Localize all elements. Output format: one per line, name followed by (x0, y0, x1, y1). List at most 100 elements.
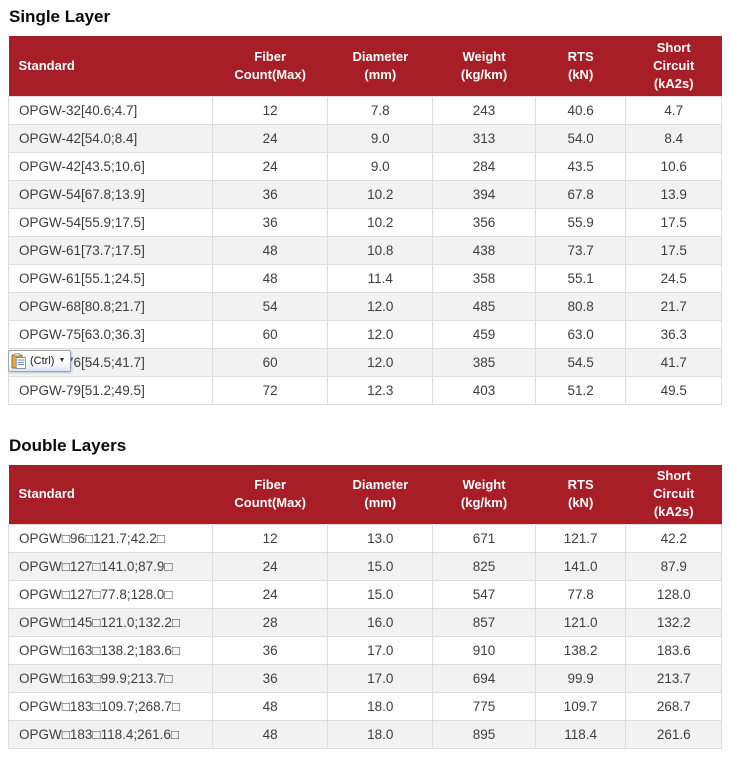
cell-fiber-count: 36 (211, 664, 329, 693)
cell-short-circuit: 41.7 (625, 347, 722, 377)
cell-diameter: 10.2 (327, 179, 434, 209)
table-row: OPGW□145□121.0;132.2□ 28 16.0 857 121.0 132.2 (8, 608, 722, 637)
cell-standard: OPGW-54[67.8;13.9] (8, 179, 213, 209)
cell-standard: OPGW-54[55.9;17.5] (8, 207, 213, 237)
cell-diameter: 12.0 (327, 319, 434, 349)
cell-weight: 385 (432, 347, 536, 377)
cell-short-circuit: 213.7 (625, 664, 722, 693)
cell-short-circuit: 268.7 (625, 692, 722, 721)
cell-rts: 63.0 (534, 319, 627, 349)
cell-weight: 438 (432, 235, 536, 265)
cell-diameter: 18.0 (327, 720, 434, 749)
single-layer-table-header: Standard Fiber Count(Max) Diameter (mm) Wei… (8, 36, 722, 96)
cell-rts: 77.8 (534, 580, 627, 609)
cell-diameter: 18.0 (327, 692, 434, 721)
cell-diameter: 16.0 (327, 608, 434, 637)
cell-diameter: 12.3 (327, 375, 434, 405)
cell-fiber-count: 28 (211, 608, 329, 637)
cell-rts: 55.9 (534, 207, 627, 237)
cell-short-circuit: 17.5 (625, 207, 722, 237)
table-row: OPGW□127□77.8;128.0□ 24 15.0 547 77.8 128.0 (8, 580, 722, 609)
paste-options-button[interactable]: (Ctrl) ▼ (8, 350, 72, 372)
cell-rts: 43.5 (534, 151, 627, 181)
cell-short-circuit: 4.7 (625, 95, 722, 125)
cell-standard: OPGW-79[51.2;49.5] (8, 375, 213, 405)
table-row: OPGW-76[54.5;41.7] 60 12.0 385 54.5 41.7 (8, 347, 722, 377)
column-header-short-circuit: Short Circuit (kA2s) (625, 464, 722, 525)
cell-weight: 547 (432, 580, 536, 609)
cell-fiber-count: 24 (211, 123, 329, 153)
cell-weight: 356 (432, 207, 536, 237)
cell-diameter: 9.0 (327, 151, 434, 181)
table-row: OPGW□183□118.4;261.6□ 48 18.0 895 118.4 261.6 (8, 720, 722, 749)
section-title-double-layers: Double Layers (9, 435, 127, 455)
cell-fiber-count: 48 (211, 235, 329, 265)
cell-diameter: 10.2 (327, 207, 434, 237)
cell-standard: OPGW-32[40.6;4.7] (8, 95, 213, 125)
column-header-rts: RTS (kN) (535, 464, 626, 525)
column-header-weight: Weight (kg/km) (432, 36, 536, 96)
cell-rts: 80.8 (534, 291, 627, 321)
single-layer-table-body: OPGW-32[40.6;4.7] 12 7.8 243 40.6 4.7 OPGW-42[… (8, 95, 722, 405)
cell-diameter: 17.0 (327, 636, 434, 665)
cell-short-circuit: 21.7 (625, 291, 722, 321)
cell-diameter: 12.0 (327, 347, 434, 377)
table-row: OPGW□163□138.2;183.6□ 36 17.0 910 138.2 183.6 (8, 636, 722, 665)
cell-short-circuit: 36.3 (625, 319, 722, 349)
cell-diameter: 15.0 (327, 552, 434, 581)
table-row: OPGW-68[80.8;21.7] 54 12.0 485 80.8 21.7 (8, 291, 722, 321)
cell-rts: 141.0 (534, 552, 627, 581)
cell-rts: 40.6 (534, 95, 627, 125)
cell-short-circuit: 10.6 (625, 151, 722, 181)
cell-weight: 459 (432, 319, 536, 349)
cell-standard: OPGW□96□121.7;42.2□ (8, 524, 213, 553)
table-row: OPGW-75[63.0;36.3] 60 12.0 459 63.0 36.3 (8, 319, 722, 349)
cell-standard: OPGW□183□109.7;268.7□ (8, 692, 213, 721)
cell-weight: 857 (432, 608, 536, 637)
table-row: OPGW-79[51.2;49.5] 72 12.3 403 51.2 49.5 (8, 375, 722, 405)
table-row: OPGW-42[54.0;8.4] 24 9.0 313 54.0 8.4 (8, 123, 722, 153)
cell-rts: 109.7 (534, 692, 627, 721)
cell-standard: OPGW□163□138.2;183.6□ (8, 636, 213, 665)
cell-weight: 694 (432, 664, 536, 693)
cell-standard: OPGW□127□77.8;128.0□ (8, 580, 213, 609)
column-header-diameter: Diameter (mm) (327, 36, 433, 96)
column-header-diameter: Diameter (mm) (327, 464, 433, 525)
cell-diameter: 10.8 (327, 235, 434, 265)
cell-short-circuit: 261.6 (625, 720, 722, 749)
table-row: OPGW□127□141.0;87.9□ 24 15.0 825 141.0 87.9 (8, 552, 722, 581)
cell-short-circuit: 42.2 (625, 524, 722, 553)
cell-rts: 54.0 (534, 123, 627, 153)
cell-fiber-count: 48 (211, 692, 329, 721)
cell-short-circuit: 183.6 (625, 636, 722, 665)
cell-fiber-count: 12 (211, 95, 329, 125)
double-layers-table: Standard Fiber Count(Max) Diameter (mm) Wei… (8, 464, 722, 749)
cell-weight: 485 (432, 291, 536, 321)
cell-diameter: 15.0 (327, 580, 434, 609)
cell-fiber-count: 36 (211, 179, 329, 209)
cell-weight: 403 (432, 375, 536, 405)
cell-standard: OPGW-61[73.7;17.5] (8, 235, 213, 265)
cell-fiber-count: 54 (211, 291, 329, 321)
cell-weight: 243 (432, 95, 536, 125)
cell-diameter: 9.0 (327, 123, 434, 153)
cell-rts: 51.2 (534, 375, 627, 405)
double-layers-table-body: OPGW□96□121.7;42.2□ 12 13.0 671 121.7 42.2 OPG… (8, 524, 722, 749)
cell-weight: 671 (432, 524, 536, 553)
cell-fiber-count: 36 (211, 636, 329, 665)
cell-fiber-count: 12 (211, 524, 329, 553)
cell-fiber-count: 60 (211, 347, 329, 377)
cell-weight: 284 (432, 151, 536, 181)
table-row: OPGW□163□99.9;213.7□ 36 17.0 694 99.9 213.7 (8, 664, 722, 693)
table-row: OPGW-61[73.7;17.5] 48 10.8 438 73.7 17.5 (8, 235, 722, 265)
cell-rts: 121.7 (534, 524, 627, 553)
cell-rts: 121.0 (534, 608, 627, 637)
column-header-weight: Weight (kg/km) (432, 464, 536, 525)
cell-weight: 825 (432, 552, 536, 581)
cell-short-circuit: 8.4 (625, 123, 722, 153)
cell-weight: 358 (432, 263, 536, 293)
table-row: OPGW-54[55.9;17.5] 36 10.2 356 55.9 17.5 (8, 207, 722, 237)
table-row: OPGW-61[55.1;24.5] 48 11.4 358 55.1 24.5 (8, 263, 722, 293)
cell-fiber-count: 24 (211, 580, 329, 609)
table-row: OPGW-32[40.6;4.7] 12 7.8 243 40.6 4.7 (8, 95, 722, 125)
